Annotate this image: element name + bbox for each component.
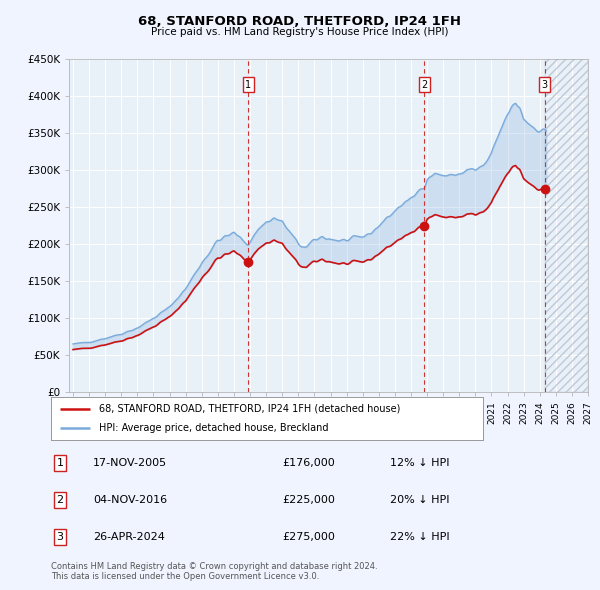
- Text: HPI: Average price, detached house, Breckland: HPI: Average price, detached house, Brec…: [98, 423, 328, 433]
- Text: £225,000: £225,000: [282, 495, 335, 505]
- Text: 68, STANFORD ROAD, THETFORD, IP24 1FH (detached house): 68, STANFORD ROAD, THETFORD, IP24 1FH (d…: [98, 404, 400, 414]
- Text: 04-NOV-2016: 04-NOV-2016: [93, 495, 167, 505]
- Text: £176,000: £176,000: [282, 458, 335, 468]
- Text: 20% ↓ HPI: 20% ↓ HPI: [390, 495, 449, 505]
- Text: Price paid vs. HM Land Registry's House Price Index (HPI): Price paid vs. HM Land Registry's House …: [151, 27, 449, 37]
- Text: 26-APR-2024: 26-APR-2024: [93, 532, 165, 542]
- Text: 3: 3: [542, 80, 548, 90]
- Text: £275,000: £275,000: [282, 532, 335, 542]
- Text: 12% ↓ HPI: 12% ↓ HPI: [390, 458, 449, 468]
- Text: 2: 2: [56, 495, 64, 505]
- Text: 3: 3: [56, 532, 64, 542]
- Text: 68, STANFORD ROAD, THETFORD, IP24 1FH: 68, STANFORD ROAD, THETFORD, IP24 1FH: [139, 15, 461, 28]
- Text: 1: 1: [245, 80, 251, 90]
- Text: 22% ↓ HPI: 22% ↓ HPI: [390, 532, 449, 542]
- Text: 17-NOV-2005: 17-NOV-2005: [93, 458, 167, 468]
- Text: 1: 1: [56, 458, 64, 468]
- Text: 2: 2: [421, 80, 428, 90]
- Text: Contains HM Land Registry data © Crown copyright and database right 2024.
This d: Contains HM Land Registry data © Crown c…: [51, 562, 377, 581]
